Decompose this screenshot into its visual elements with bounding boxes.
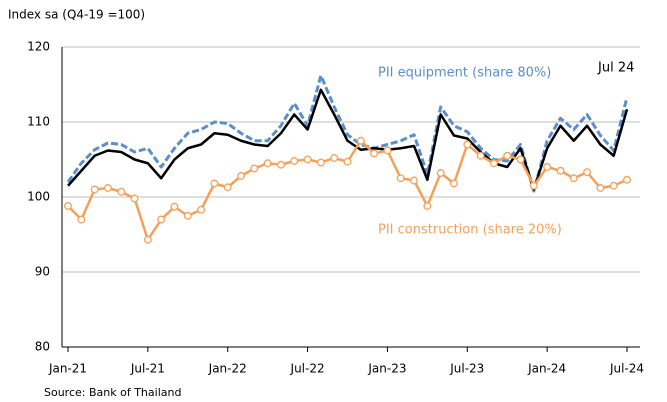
point bbox=[476, 151, 485, 160]
y-tick-label: 110 bbox=[27, 115, 50, 129]
x-tick-label: Jan-24 bbox=[527, 362, 566, 376]
x-tick-label: Jul-24 bbox=[609, 362, 644, 376]
point bbox=[436, 169, 445, 177]
point bbox=[450, 179, 458, 188]
x-tick-label: Jul-22 bbox=[290, 362, 325, 376]
point bbox=[503, 151, 512, 160]
point bbox=[316, 158, 325, 167]
point bbox=[210, 179, 219, 188]
y-tick-label: 80 bbox=[35, 340, 50, 354]
x-tick-label: Jan-23 bbox=[367, 362, 406, 376]
annotation: PII construction (share 20%) bbox=[378, 223, 562, 238]
point bbox=[343, 157, 352, 166]
source: Source: Bank of Thailand bbox=[44, 386, 181, 399]
point bbox=[330, 154, 339, 162]
point bbox=[609, 181, 618, 190]
point bbox=[596, 184, 605, 192]
point bbox=[303, 155, 312, 164]
point bbox=[356, 136, 365, 145]
point bbox=[396, 174, 405, 183]
point bbox=[556, 166, 565, 175]
point bbox=[90, 185, 99, 194]
series-line bbox=[66, 74, 629, 193]
point bbox=[250, 164, 259, 173]
point bbox=[543, 163, 552, 171]
point bbox=[237, 172, 245, 180]
point bbox=[529, 181, 538, 190]
point bbox=[569, 174, 578, 183]
point bbox=[64, 202, 72, 210]
point bbox=[170, 202, 179, 211]
x-tick-label: Jul-23 bbox=[449, 362, 484, 376]
point bbox=[489, 159, 498, 168]
point bbox=[143, 235, 152, 244]
y-tick-label: 90 bbox=[35, 265, 50, 279]
y-tick-label: 120 bbox=[27, 40, 50, 54]
point bbox=[370, 149, 379, 158]
point bbox=[130, 194, 139, 203]
point bbox=[623, 175, 631, 184]
annotation: PII equipment (share 80%) bbox=[378, 66, 551, 81]
point bbox=[197, 205, 206, 214]
y-tick-label: 100 bbox=[27, 190, 50, 204]
point bbox=[157, 215, 166, 224]
x-tick-label: Jul-21 bbox=[130, 362, 165, 376]
point bbox=[516, 155, 525, 164]
point bbox=[117, 187, 126, 196]
point bbox=[410, 176, 418, 185]
point bbox=[423, 202, 432, 210]
x-tick-label: Jan-22 bbox=[208, 362, 247, 376]
point bbox=[263, 159, 272, 168]
point bbox=[463, 140, 472, 149]
point bbox=[277, 160, 285, 169]
point bbox=[77, 215, 86, 224]
x-tick-label: Jan-21 bbox=[48, 362, 87, 376]
point bbox=[103, 184, 112, 192]
point bbox=[383, 146, 392, 155]
point bbox=[583, 168, 592, 177]
point bbox=[290, 157, 299, 165]
point bbox=[223, 183, 232, 192]
chart-title: Index sa (Q4-19 =100) bbox=[8, 8, 145, 22]
point bbox=[183, 211, 192, 220]
annotation: Jul 24 bbox=[597, 61, 634, 76]
